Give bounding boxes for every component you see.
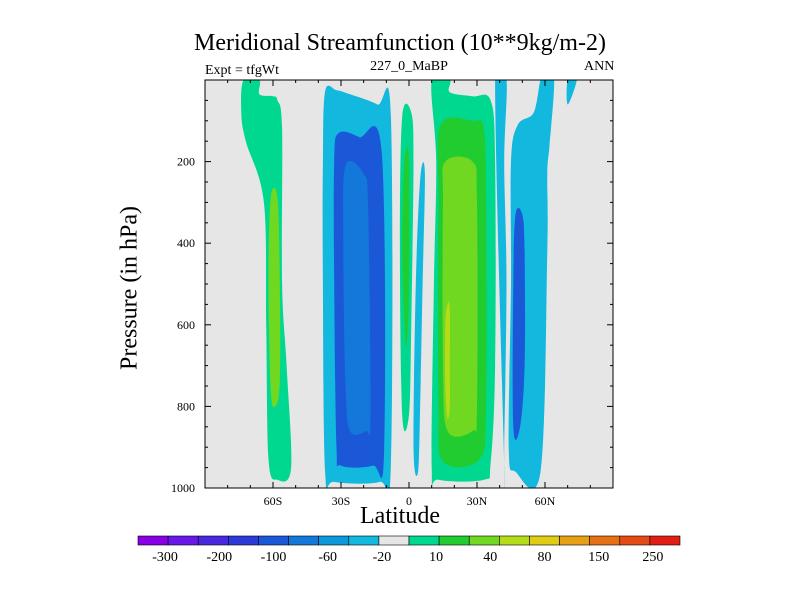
- contour-region--20-12: [495, 80, 507, 488]
- colorbar-segment: [408, 535, 440, 546]
- colorbar-segment: [288, 535, 319, 546]
- x-tick-label: 0: [406, 494, 412, 508]
- y-tick-label: 800: [177, 399, 195, 413]
- colorbar-segment: [258, 535, 289, 546]
- contour-region--60-14: [512, 207, 526, 441]
- colorbar-segment: [649, 535, 681, 546]
- contour-region--20-15: [566, 80, 577, 105]
- y-tick-label: 200: [177, 155, 195, 169]
- colorbar-segment: [589, 535, 621, 546]
- x-tick-label: 60S: [264, 494, 283, 508]
- colorbar-label: 250: [642, 550, 663, 565]
- x-tick-label: 30S: [332, 494, 351, 508]
- chart-subtitle: 227_0_MaBP: [370, 59, 448, 74]
- contour-layer: [241, 80, 577, 488]
- season-annotation: ANN: [584, 59, 615, 74]
- colorbar-segment: [619, 535, 651, 546]
- chart-title: Meridional Streamfunction (10**9kg/m-2): [194, 30, 606, 56]
- y-tick-label: 600: [177, 318, 195, 332]
- colorbar-label: 150: [588, 550, 609, 565]
- colorbar-label: 40: [483, 550, 497, 565]
- colorbar-segment: [438, 535, 470, 546]
- contour-region-40-1: [268, 187, 281, 408]
- colorbar-label: -100: [261, 550, 287, 565]
- colorbar-label: -60: [318, 550, 337, 565]
- y-tick-label: 1000: [171, 481, 195, 495]
- colorbar-segment: [137, 535, 169, 546]
- colorbar-segment: [468, 535, 500, 546]
- x-tick-label: 30N: [467, 494, 488, 508]
- colorbar-segment: [228, 535, 259, 546]
- contour-region-80-10: [442, 156, 478, 437]
- colorbar-segment: [559, 535, 590, 546]
- contour-region-40-6: [402, 146, 410, 348]
- experiment-annotation: Expt = tfgWt: [205, 63, 279, 78]
- colorbar-segment: [167, 535, 199, 546]
- colorbar-segment: [318, 535, 350, 546]
- contour-region--20-7: [413, 162, 425, 476]
- colorbar-segment: [529, 535, 560, 546]
- contour-region-150-11: [445, 301, 450, 420]
- colorbar-label: 10: [429, 550, 443, 565]
- colorbar-label: 80: [538, 550, 552, 565]
- contour-region--100-4: [343, 160, 371, 436]
- x-axis-label: Latitude: [360, 503, 440, 529]
- x-tick-label: 60N: [535, 494, 556, 508]
- colorbar-label: -200: [206, 550, 232, 565]
- colorbar-segment: [378, 535, 410, 546]
- colorbar-label: -300: [152, 550, 178, 565]
- y-tick-label: 400: [177, 236, 195, 250]
- colorbar-label: -20: [373, 550, 392, 565]
- colorbar-segment: [348, 535, 380, 546]
- colorbar-segment: [197, 535, 229, 546]
- colorbar-segment: [499, 535, 530, 546]
